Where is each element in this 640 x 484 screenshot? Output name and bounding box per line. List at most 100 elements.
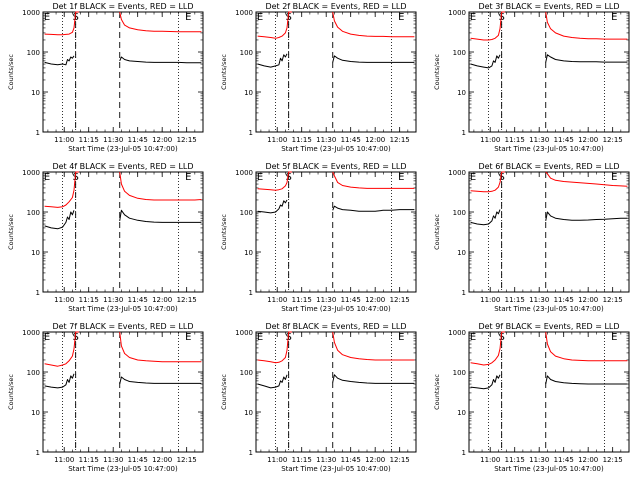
lld-series-0	[470, 331, 505, 366]
x-tick-label: 11:30	[316, 136, 336, 144]
event-marker-e: E	[611, 332, 617, 343]
x-tick-label: 11:45	[341, 296, 361, 304]
y-tick-label: 100	[453, 209, 466, 217]
events-series-3	[332, 205, 415, 212]
y-tick-label: 10	[244, 89, 253, 97]
chart-panel-4: Det 4f BLACK = Events, RED = LLD 1 10 100 10…	[7, 162, 204, 313]
events-series-3	[119, 56, 202, 64]
y-tick-label: 1000	[235, 329, 253, 337]
x-tick-label: 11:30	[316, 456, 336, 464]
events-series-2	[470, 54, 501, 69]
y-tick-label: 100	[240, 369, 253, 377]
y-tick-label: 1000	[22, 329, 40, 337]
y-axis-label: Counts/sec	[433, 54, 441, 90]
x-axis-label: Start Time (23-Jul-05 10:47:00)	[281, 145, 391, 153]
event-marker-e: E	[44, 332, 50, 343]
x-tick-label: 12:15	[177, 296, 197, 304]
x-axis-label: Start Time (23-Jul-05 10:47:00)	[494, 305, 604, 313]
y-axis-label: Counts/sec	[220, 214, 228, 250]
x-tick-label: 12:15	[390, 456, 410, 464]
x-tick-label: 12:00	[365, 456, 385, 464]
x-tick-label: 11:15	[292, 456, 312, 464]
x-tick-label: 12:00	[578, 136, 598, 144]
x-tick-label: 11:45	[554, 456, 574, 464]
events-series-2	[257, 53, 288, 68]
plot-frame	[255, 11, 417, 133]
events-series-3	[545, 54, 628, 63]
chart-title: Det 1f BLACK = Events, RED = LLD	[52, 2, 193, 11]
y-tick-label: 1	[462, 289, 466, 297]
y-tick-label: 100	[27, 209, 40, 217]
x-tick-label: 11:45	[128, 136, 148, 144]
x-tick-label: 11:00	[267, 296, 287, 304]
chart-title: Det 7f BLACK = Events, RED = LLD	[52, 322, 193, 331]
y-tick-label: 1000	[448, 169, 466, 177]
x-tick-label: 12:15	[390, 296, 410, 304]
x-tick-label: 11:00	[54, 136, 74, 144]
x-tick-label: 11:45	[554, 136, 574, 144]
x-tick-label: 12:15	[603, 456, 623, 464]
y-tick-label: 1	[462, 449, 466, 457]
x-tick-label: 11:15	[505, 296, 525, 304]
x-tick-label: 11:30	[103, 136, 123, 144]
event-marker-e: E	[44, 172, 50, 183]
chart-panel-3: Det 3f BLACK = Events, RED = LLD 1 10 100 10…	[433, 2, 630, 153]
y-tick-label: 10	[457, 249, 466, 257]
x-tick-label: 12:15	[177, 456, 197, 464]
x-tick-label: 11:00	[54, 296, 74, 304]
lld-series-0	[470, 11, 505, 41]
events-series-2	[44, 210, 75, 230]
x-tick-label: 11:30	[316, 296, 336, 304]
event-marker-s: S	[498, 172, 504, 183]
lld-series-0	[257, 11, 292, 39]
events-series-3	[545, 375, 628, 385]
x-axis-label: Start Time (23-Jul-05 10:47:00)	[68, 465, 178, 473]
y-tick-label: 10	[457, 89, 466, 97]
y-tick-label: 10	[31, 89, 40, 97]
chart-title: Det 8f BLACK = Events, RED = LLD	[265, 322, 406, 331]
lld-series-1	[332, 11, 415, 38]
lld-series-0	[44, 11, 79, 36]
x-tick-label: 12:00	[365, 296, 385, 304]
lld-series-1	[119, 11, 202, 33]
chart-title: Det 6f BLACK = Events, RED = LLD	[478, 162, 619, 171]
x-tick-label: 11:30	[103, 456, 123, 464]
plot-frame	[468, 11, 630, 133]
lld-series-0	[44, 171, 79, 208]
y-tick-label: 100	[453, 369, 466, 377]
x-axis-label: Start Time (23-Jul-05 10:47:00)	[281, 305, 391, 313]
events-series-3	[545, 211, 628, 221]
event-marker-e: E	[398, 172, 404, 183]
lld-series-0	[470, 171, 505, 193]
plot-frame	[255, 331, 417, 453]
chart-panel-1: Det 1f BLACK = Events, RED = LLD 1 10 100 10…	[7, 2, 204, 153]
x-tick-label: 12:00	[578, 456, 598, 464]
x-tick-label: 11:15	[505, 456, 525, 464]
events-series-3	[332, 55, 415, 63]
x-axis-label: Start Time (23-Jul-05 10:47:00)	[494, 465, 604, 473]
events-series-3	[119, 209, 202, 223]
y-tick-label: 10	[31, 409, 40, 417]
chart-title: Det 3f BLACK = Events, RED = LLD	[478, 2, 619, 11]
x-tick-label: 11:15	[79, 136, 99, 144]
y-tick-label: 1000	[448, 329, 466, 337]
y-axis-label: Counts/sec	[7, 214, 15, 250]
events-series-3	[119, 376, 202, 385]
event-marker-e: E	[398, 12, 404, 23]
event-marker-s: S	[285, 12, 291, 23]
events-series-2	[44, 55, 75, 66]
lld-series-0	[257, 171, 292, 191]
x-tick-label: 11:00	[480, 456, 500, 464]
lld-series-1	[332, 171, 415, 189]
event-marker-e: E	[185, 12, 191, 23]
events-series-2	[470, 209, 501, 226]
x-tick-label: 11:45	[341, 136, 361, 144]
x-tick-label: 11:00	[480, 136, 500, 144]
x-tick-label: 11:00	[267, 136, 287, 144]
events-series-2	[44, 373, 75, 389]
y-tick-label: 1000	[235, 9, 253, 17]
y-axis-label: Counts/sec	[220, 374, 228, 410]
y-tick-label: 1000	[235, 169, 253, 177]
x-axis-label: Start Time (23-Jul-05 10:47:00)	[68, 305, 178, 313]
